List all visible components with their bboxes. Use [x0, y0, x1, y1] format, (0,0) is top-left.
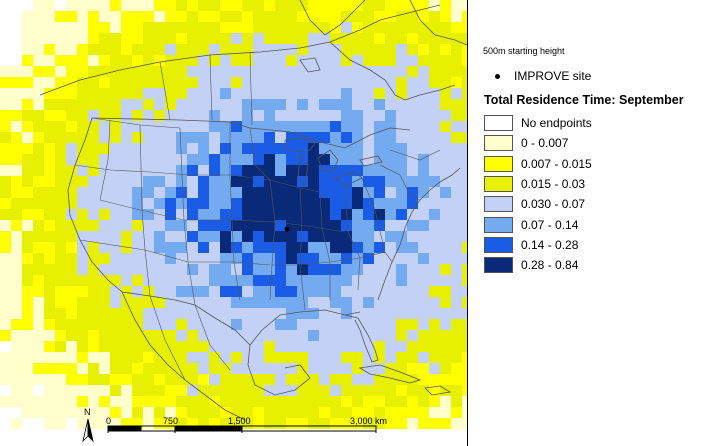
legend-class-label: 0.015 - 0.03: [521, 176, 586, 191]
legend-class-0: No endpoints: [484, 114, 592, 132]
legend-swatch: [484, 135, 513, 152]
legend-title: Total Residence Time: September: [484, 93, 684, 107]
scale-label-3000: 3,000 km: [350, 416, 388, 426]
scale-label-1500: 1,500: [228, 416, 251, 426]
legend-swatch: [484, 155, 513, 172]
legend-class-2: 0.007 - 0.015: [484, 155, 592, 173]
legend-class-6: 0.14 - 0.28: [484, 236, 578, 254]
legend-class-3: 0.015 - 0.03: [484, 175, 585, 193]
legend-class-label: 0 - 0.007: [521, 136, 569, 151]
legend-swatch: [484, 257, 513, 274]
legend-swatch: [484, 196, 513, 213]
legend-class-label: 0.007 - 0.015: [521, 156, 592, 171]
legend-site-label: IMPROVE site: [514, 69, 592, 83]
residence-time-grid: [0, 0, 468, 429]
legend-class-label: No endpoints: [521, 116, 592, 130]
scale-label-0: 0: [106, 416, 112, 426]
legend-class-label: 0.14 - 0.28: [521, 237, 579, 252]
residence-time-map: [0, 0, 468, 429]
scale-label-750: 750: [163, 416, 179, 426]
legend-class-4: 0.030 - 0.07: [484, 195, 585, 213]
site-dot-icon: [495, 73, 500, 79]
legend-class-5: 0.07 - 0.14: [484, 216, 578, 234]
north-arrow-icon: [82, 418, 94, 443]
legend-site-entry: IMPROVE site: [484, 69, 591, 83]
legend-panel: 500m starting height IMPROVE site Total …: [470, 0, 702, 446]
legend-swatch: [484, 216, 513, 233]
legend-swatch: [484, 236, 513, 253]
state-boundaries: [74, 51, 441, 381]
legend-class-label: 0.07 - 0.14: [521, 217, 579, 232]
legend-swatch: [484, 115, 513, 131]
scale-bar: [107, 425, 377, 433]
legend-class-1: 0 - 0.007: [484, 134, 568, 152]
north-arrow-label: N: [84, 407, 91, 417]
map-frame-border: [467, 0, 468, 446]
legend-class-label: 0.030 - 0.07: [521, 197, 586, 212]
improve-site-marker[interactable]: [284, 226, 290, 232]
legend-caption: 500m starting height: [483, 46, 565, 56]
map-panel[interactable]: 0 750 1,500 3,000 km N: [0, 0, 468, 446]
legend-swatch: [484, 175, 513, 192]
legend-class-label: 0.28 - 0.84: [521, 258, 579, 273]
legend-class-7: 0.28 - 0.84: [484, 256, 578, 274]
coastlines-and-borders: [39, 0, 468, 421]
